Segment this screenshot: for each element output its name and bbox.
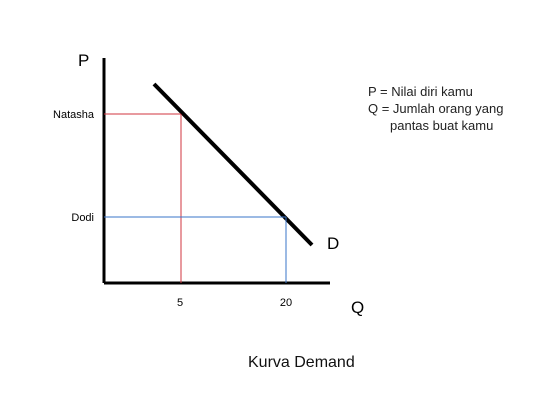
y-tick-label-dodi: Dodi: [71, 212, 94, 224]
demand-curve-label: D: [327, 234, 339, 253]
legend: P = Nilai diri kamu Q = Jumlah orang yan…: [368, 83, 504, 134]
y-tick-label-natasha: Natasha: [53, 109, 95, 121]
legend-line-q-continued: pantas buat kamu: [390, 118, 494, 133]
demand-curve: [152, 82, 314, 247]
legend-line-p: P = Nilai diri kamu: [368, 84, 473, 99]
legend-line-q: Q = Jumlah orang yang: [368, 101, 504, 116]
x-tick-label-5: 5: [177, 297, 183, 309]
x-axis-label: Q: [351, 298, 364, 317]
y-axis-label: P: [78, 51, 89, 70]
x-tick-label-20: 20: [280, 297, 292, 309]
chart-title: Kurva Demand: [248, 354, 355, 371]
